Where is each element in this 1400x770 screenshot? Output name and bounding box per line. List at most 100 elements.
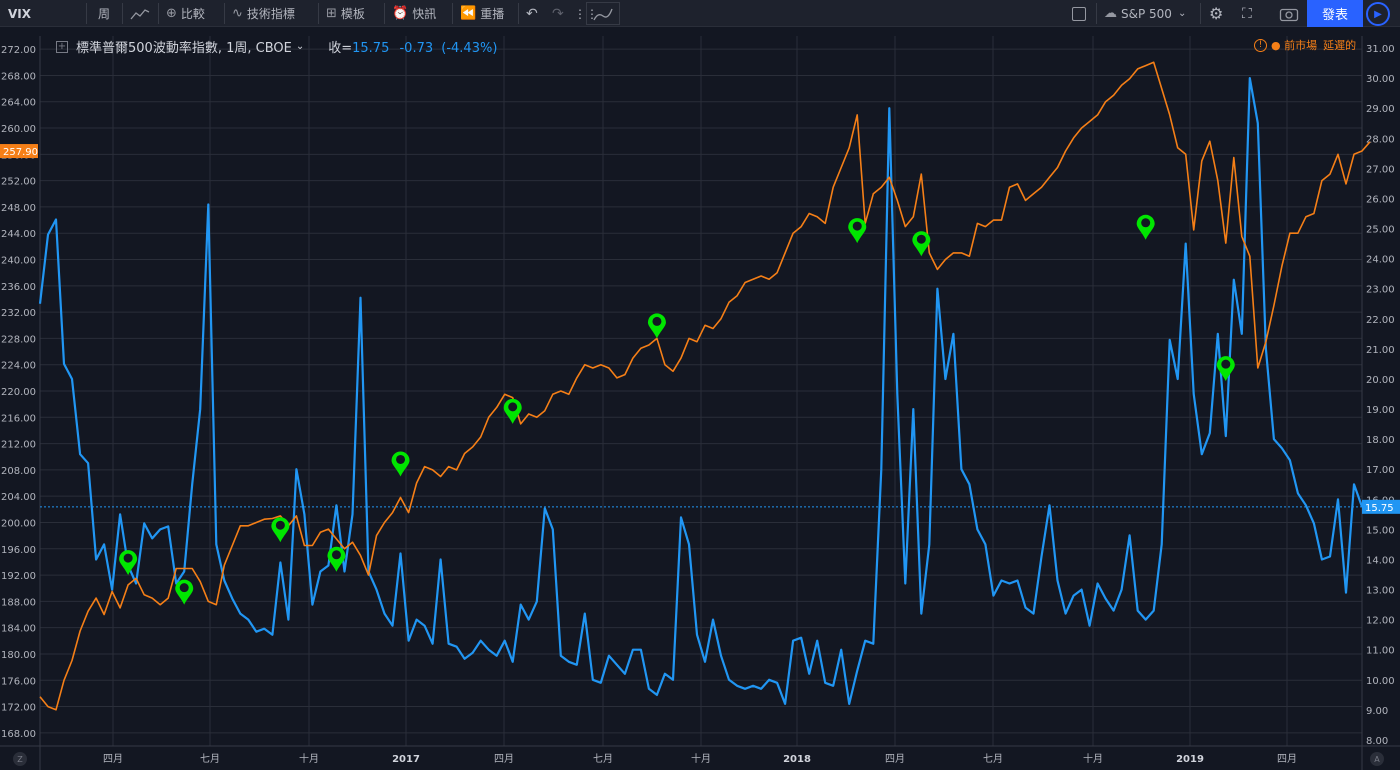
close-value: 15.75 — [352, 41, 390, 56]
chevron-down-icon[interactable]: ⌄ — [295, 41, 305, 52]
left-axis-tick-label: 232.00 — [1, 308, 36, 319]
change-percent: (-4.43%) — [441, 41, 498, 56]
right-axis-tick-label: 14.00 — [1366, 555, 1395, 566]
snapshot-button[interactable] — [1279, 0, 1299, 27]
time-axis-label: 2019 — [1176, 754, 1204, 765]
time-axis-label: 七月 — [593, 753, 613, 765]
right-axis-tick-label: 23.00 — [1366, 285, 1395, 296]
map-pin-hole — [508, 402, 518, 412]
settings-button[interactable]: ⚙ — [1209, 0, 1223, 27]
right-axis-tick-label: 31.00 — [1366, 44, 1395, 55]
map-pin-marker[interactable] — [175, 579, 194, 605]
square-icon — [1072, 6, 1086, 21]
play-button[interactable]: ▶ — [1366, 2, 1390, 26]
right-axis-tick-label: 8.00 — [1366, 736, 1388, 747]
indicators-button[interactable]: ∿ 技術指標 — [232, 0, 295, 27]
publish-label: 發表 — [1321, 8, 1348, 23]
map-pin-marker[interactable] — [1216, 356, 1235, 382]
templates-button[interactable]: ⊞ 模板 — [326, 0, 365, 27]
chart-style-button[interactable] — [130, 0, 150, 27]
close-label: 收= — [328, 41, 353, 56]
auto-scale-button[interactable]: A — [1370, 752, 1384, 766]
map-pin-marker[interactable] — [391, 451, 410, 477]
map-pin-hole — [1141, 218, 1151, 228]
market-status-label: ● 前市場 — [1271, 39, 1318, 52]
time-axis-label: 十月 — [691, 752, 711, 765]
right-axis-tick-label: 19.00 — [1366, 405, 1395, 416]
symbol-search-button[interactable]: VIX — [8, 0, 31, 27]
alarm-clock-icon: ⏰ — [392, 6, 409, 21]
left-axis-tick-label: 248.00 — [1, 203, 36, 214]
right-axis-tick-label: 24.00 — [1366, 255, 1395, 266]
publish-button[interactable]: 發表 — [1307, 0, 1363, 27]
alerts-label: 快訊 — [412, 7, 437, 21]
undo-button[interactable]: ↶ — [526, 0, 538, 27]
right-axis-tick-label: 12.00 — [1366, 616, 1395, 627]
a-icon: A — [1374, 754, 1380, 764]
symbol-label: VIX — [8, 6, 32, 21]
left-axis-tick-label: 264.00 — [1, 98, 36, 109]
right-axis-tick-label: 22.00 — [1366, 315, 1395, 326]
gear-icon: ⚙ — [1209, 4, 1224, 23]
time-axis-label: 四月 — [103, 753, 123, 765]
left-axis-tick-label: 168.00 — [1, 729, 36, 740]
left-axis-tick-label: 204.00 — [1, 492, 36, 503]
toolbar-divider — [86, 3, 87, 24]
right-axis-tick-label: 21.00 — [1366, 345, 1395, 356]
left-axis-tick-label: 272.00 — [1, 45, 36, 56]
layout-button[interactable] — [1072, 0, 1086, 27]
time-axis-label: 七月 — [983, 753, 1003, 765]
redo-button[interactable]: ↷ — [552, 0, 564, 27]
map-pin-marker[interactable] — [912, 231, 931, 257]
templates-label: 模板 — [340, 7, 365, 21]
chart-legend: + 標準普爾500波動率指數, 1周, CBOE ⌄ 收=15.75 -0.73… — [56, 37, 497, 56]
right-axis-tick-label: 11.00 — [1366, 646, 1395, 657]
chevron-down-icon: ⌄ — [1177, 8, 1187, 19]
price-chart[interactable]: 272.00268.00264.00260.00256.00252.00248.… — [0, 27, 1400, 770]
right-axis-tick-label: 17.00 — [1366, 465, 1395, 476]
map-pin-marker[interactable] — [503, 398, 522, 424]
toolbar-divider — [158, 3, 159, 24]
map-pin-marker[interactable] — [647, 313, 666, 339]
map-pin-marker[interactable] — [327, 546, 346, 572]
map-pin-hole — [1221, 359, 1231, 369]
series-title[interactable]: 標準普爾500波動率指數, 1周, CBOE — [76, 41, 292, 56]
compare-symbol-button[interactable]: ☁ S&P 500 ⌄ — [1104, 0, 1186, 27]
map-pin-marker[interactable] — [119, 550, 138, 576]
expand-legend-icon[interactable]: + — [56, 40, 68, 53]
left-axis-tick-label: 200.00 — [1, 518, 36, 529]
vix-series-line — [38, 76, 1364, 706]
map-pin-hole — [331, 550, 341, 560]
toolbar-divider — [318, 3, 319, 24]
left-axis-tick-label: 228.00 — [1, 334, 36, 345]
map-pin-marker[interactable] — [1136, 214, 1155, 240]
drawing-tool-button[interactable] — [586, 2, 620, 25]
time-axis-label: 七月 — [200, 753, 220, 765]
left-axis-tick-label: 252.00 — [1, 177, 36, 188]
top-toolbar: VIX 周 ⊕ 比較 ∿ 技術指標 ⊞ 模板 ⏰ 快訊 ⏪ 重播 ↶ ↷ ⋮⋮ ☁ S&P … — [0, 0, 1400, 27]
toolbar-divider — [224, 3, 225, 24]
left-axis-tick-label: 244.00 — [1, 229, 36, 240]
left-axis-tick-label: 216.00 — [1, 413, 36, 424]
warning-icon[interactable]: ! — [1254, 38, 1267, 52]
map-pin-marker[interactable] — [271, 517, 290, 543]
replay-button[interactable]: ⏪ 重播 — [460, 0, 504, 27]
right-axis-tick-label: 28.00 — [1366, 134, 1395, 145]
cloud-icon: ☁ — [1104, 6, 1117, 21]
left-axis-tick-label: 212.00 — [1, 440, 36, 451]
alerts-button[interactable]: ⏰ 快訊 — [392, 0, 436, 27]
time-axis-label: 2017 — [392, 754, 420, 765]
fullscreen-button[interactable]: ⛶ — [1242, 0, 1252, 27]
left-axis-tick-label: 184.00 — [1, 624, 36, 635]
right-axis-tick-label: 29.00 — [1366, 104, 1395, 115]
compare-button[interactable]: ⊕ 比較 — [166, 0, 205, 27]
map-pin-marker[interactable] — [848, 218, 867, 244]
interval-button[interactable]: 周 — [98, 0, 110, 27]
undo-icon: ↶ — [526, 5, 538, 22]
line-chart-icon — [130, 8, 150, 19]
timezone-button[interactable]: Z — [13, 752, 27, 766]
right-axis-tick-label: 10.00 — [1366, 676, 1395, 687]
toolbar-divider — [384, 3, 385, 24]
time-axis-label: 2018 — [783, 754, 811, 765]
left-axis-tick-label: 240.00 — [1, 256, 36, 267]
